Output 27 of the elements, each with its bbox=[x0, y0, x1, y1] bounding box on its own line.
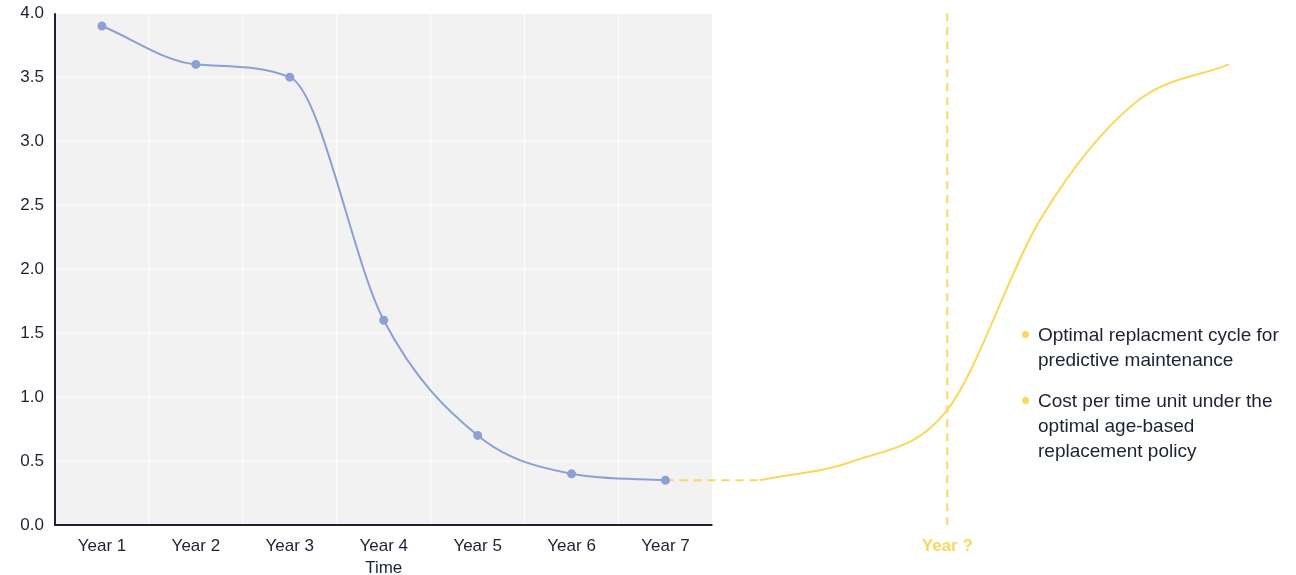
legend-label: Optimal replacment cycle for predictive maintenance bbox=[1038, 323, 1280, 372]
y-tick-label: 1.5 bbox=[20, 322, 44, 342]
y-tick-label: 3.0 bbox=[20, 130, 44, 150]
x-tick-label: Year 7 bbox=[641, 535, 690, 555]
y-tick-label: 3.5 bbox=[20, 66, 44, 86]
x-tick-label: Year ? bbox=[921, 535, 973, 555]
x-tick-label: Year 3 bbox=[265, 535, 315, 555]
x-axis-title: Time bbox=[365, 558, 403, 575]
y-tick-label: 1.0 bbox=[20, 386, 44, 406]
x-tick-label: Year 1 bbox=[77, 535, 127, 555]
y-tick-label: 2.0 bbox=[20, 258, 44, 278]
point bbox=[97, 21, 107, 31]
point bbox=[379, 315, 389, 325]
x-tick-label: Year 6 bbox=[547, 535, 596, 555]
y-tick-label: 2.5 bbox=[20, 194, 44, 214]
point bbox=[567, 469, 577, 479]
point bbox=[473, 430, 483, 440]
x-tick-label: Year 4 bbox=[359, 535, 408, 555]
point bbox=[661, 475, 670, 485]
y-tick-label: 0.5 bbox=[20, 450, 44, 470]
point bbox=[285, 72, 295, 82]
x-tick-label: Year 2 bbox=[171, 535, 221, 555]
point bbox=[191, 59, 201, 69]
y-tick-label: 4.0 bbox=[20, 2, 44, 22]
y-tick-label: 0.0 bbox=[20, 514, 44, 534]
legend-label: Cost per time unit under the optimal age-based replacement policy bbox=[1038, 389, 1274, 463]
x-tick-label: Year 5 bbox=[453, 535, 502, 555]
